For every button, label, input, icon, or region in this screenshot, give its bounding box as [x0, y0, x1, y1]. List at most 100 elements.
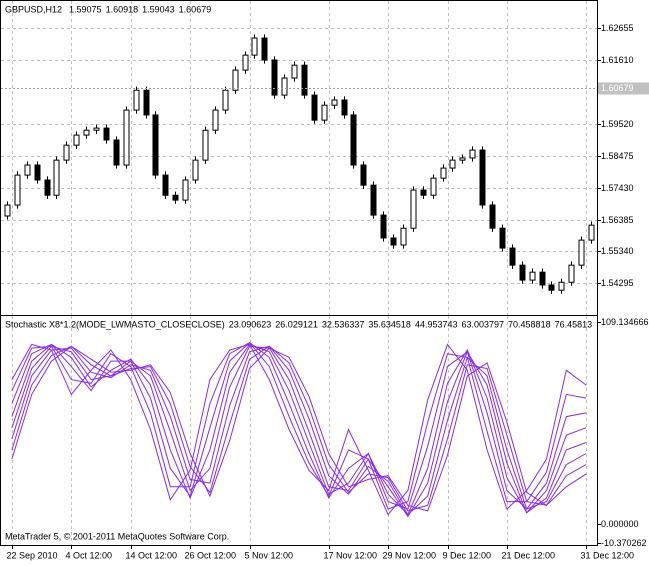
candle-body — [271, 59, 278, 96]
y-tick-label: 1.57430 — [601, 183, 634, 193]
x-tick-label: 4 Oct 12:00 — [66, 550, 113, 560]
candle-body — [63, 144, 70, 161]
candle-body — [24, 164, 31, 176]
price-label: 1.60679 — [601, 83, 634, 93]
candle-body — [242, 54, 249, 71]
candle-body — [222, 89, 229, 111]
indicator-value: 23.090623 — [229, 319, 272, 329]
x-tick-label: 5 Nov 12:00 — [245, 550, 294, 560]
y-tick-label: 1.61610 — [601, 55, 634, 65]
axes: 22 Sep 2010 4 Oct 12:00 14 Oct 12:00 26 Oct… — [7, 23, 649, 560]
candle-body — [430, 177, 437, 196]
x-tick-label: 26 Oct 12:00 — [185, 550, 237, 560]
indicator-value: 76.45813 — [555, 319, 593, 329]
indicator-line — [11, 343, 587, 516]
candle-body — [370, 184, 377, 216]
ohlc-value: 1.60679 — [179, 4, 212, 14]
price-label-box — [598, 82, 649, 95]
candle-body — [350, 114, 357, 166]
candle-body — [420, 189, 427, 196]
candle-body — [479, 149, 486, 206]
candle-body — [182, 179, 189, 201]
candle-body — [519, 264, 526, 281]
indicator-line — [11, 341, 587, 510]
candle-body — [281, 77, 288, 96]
candle-body — [73, 134, 80, 146]
candle-body — [410, 189, 417, 229]
x-tick-label: 14 Oct 12:00 — [126, 550, 178, 560]
candle-body — [103, 127, 110, 141]
indicator-frame — [0, 315, 598, 546]
indicator-panel: Stochastic X8*1.2(MODE_LWMASTO_CLOSECLOS… — [5, 316, 592, 545]
x-tick-label: 21 Dec 12:00 — [502, 550, 556, 560]
indicator-line — [11, 345, 587, 516]
candle-body — [440, 167, 447, 179]
candle-body — [301, 64, 308, 96]
candle-body — [34, 164, 41, 181]
x-tick-label: 29 Nov 12:00 — [383, 550, 437, 560]
ohlc-value: 1.59075 — [69, 4, 102, 14]
indicator-line — [11, 343, 587, 516]
indicator-value: 26.029121 — [275, 319, 318, 329]
candle-body — [539, 271, 546, 286]
indicator-title: Stochastic X8*1.2(MODE_LWMASTO_CLOSECLOS… — [5, 319, 225, 329]
x-tick-label: 31 Dec 12:00 — [581, 550, 635, 560]
y-tick-label: -10.370262 — [601, 538, 647, 548]
indicator-line — [11, 345, 587, 512]
indicator-line — [11, 341, 587, 510]
candle-body — [123, 109, 130, 166]
indicator-value: 44.953743 — [415, 319, 458, 329]
candle-body — [14, 174, 21, 206]
candle-body — [568, 264, 575, 283]
candle-body — [133, 89, 140, 111]
candle-body — [529, 271, 536, 281]
copyright: MetaTrader 5, © 2001-2011 MetaQuotes Sof… — [5, 531, 229, 541]
indicator-value: 70.458818 — [508, 319, 551, 329]
candle-body — [152, 114, 159, 176]
candle-body — [311, 94, 318, 121]
candle-body — [578, 239, 585, 266]
indicator-value: 63.003797 — [461, 319, 504, 329]
symbol-label: GBPUSD,H12 — [5, 4, 62, 14]
y-tick-label: 1.56385 — [601, 215, 634, 225]
candle-body — [113, 139, 120, 166]
candle-body — [499, 227, 506, 249]
indicator-value: 32.536337 — [322, 319, 365, 329]
y-tick-label: 0.000000 — [601, 519, 639, 529]
candle-body — [143, 89, 150, 116]
candle-body — [390, 237, 397, 246]
candle-body — [291, 64, 298, 79]
y-tick-label: 1.55340 — [601, 246, 634, 256]
candle-body — [341, 99, 348, 116]
ohlc-value: 1.60918 — [106, 4, 139, 14]
candle-body — [400, 227, 407, 246]
candle-body — [93, 127, 100, 131]
candle-body — [489, 204, 496, 229]
candle-body — [232, 69, 239, 91]
indicator-line — [11, 345, 587, 512]
indicator-value: 35.634518 — [368, 319, 411, 329]
candle-body — [459, 157, 466, 161]
candle-body — [172, 194, 179, 201]
candle-body — [558, 281, 565, 291]
candle-body — [360, 164, 367, 186]
candle-body — [449, 159, 456, 169]
candle-body — [212, 109, 219, 131]
ohlc-value: 1.59043 — [142, 4, 175, 14]
candle-body — [380, 214, 387, 239]
candle-body — [261, 37, 268, 61]
candle-body — [192, 159, 199, 181]
x-tick-label: 17 Nov 12:00 — [324, 550, 378, 560]
candle-body — [509, 247, 516, 266]
y-tick-label: 1.62655 — [601, 23, 634, 33]
x-tick-label: 9 Dec 12:00 — [443, 550, 492, 560]
candle-body — [44, 179, 51, 196]
y-tick-label: 1.59520 — [601, 119, 634, 129]
candle-body — [331, 99, 338, 106]
candle-body — [251, 37, 258, 56]
candle-body — [162, 174, 169, 196]
candle-body — [548, 284, 555, 291]
y-tick-label: 109.134666 — [601, 317, 649, 327]
y-tick-label: 1.54295 — [601, 278, 634, 288]
